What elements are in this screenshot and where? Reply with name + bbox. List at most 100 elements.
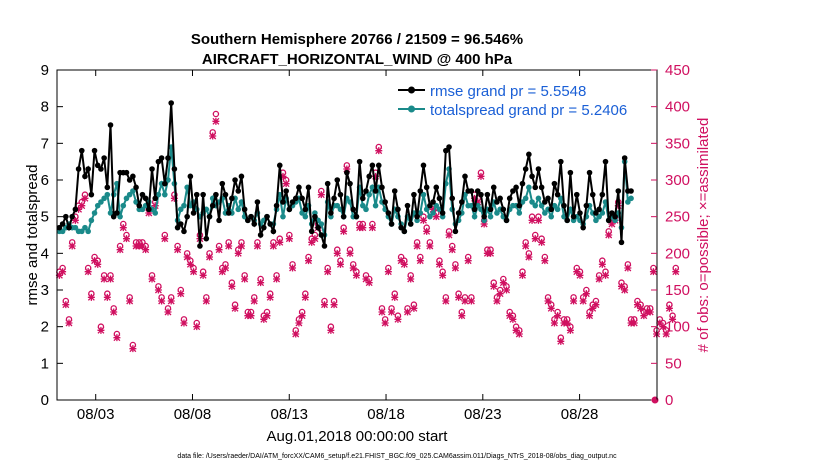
spread-point: [433, 202, 440, 209]
obs-assimilated-marker: [582, 290, 590, 298]
rmse-point: [414, 213, 420, 220]
obs-assimilated-marker: [506, 312, 514, 320]
rmse-point: [321, 243, 328, 249]
obs-possible-marker: [212, 110, 220, 118]
rmse-point: [487, 206, 494, 213]
obs-assimilated-marker: [563, 319, 571, 327]
rmse-point: [238, 173, 245, 180]
spread-point: [82, 224, 88, 231]
rmse-point: [609, 210, 615, 216]
obs-assimilated-marker: [467, 297, 475, 305]
obs-assimilated-marker: [419, 216, 427, 224]
obs-assimilated-marker: [206, 253, 214, 261]
obs-assimilated-marker: [522, 242, 530, 250]
obs-assimilated-marker: [212, 117, 220, 125]
rmse-point: [593, 210, 599, 216]
rmse-point: [522, 166, 529, 172]
rmse-point: [532, 184, 539, 191]
spread-point: [423, 206, 430, 213]
rmse-point: [628, 188, 634, 194]
obs-assimilated-marker: [646, 308, 654, 316]
right-tick-label: 100: [665, 319, 690, 336]
obs-assimilated-marker: [423, 227, 431, 235]
spread-point: [554, 206, 561, 213]
spread-point: [548, 213, 555, 220]
rmse-point: [558, 158, 564, 165]
spread-point: [91, 210, 98, 216]
obs-assimilated-marker: [349, 264, 357, 272]
rmse-point: [75, 166, 82, 172]
spread-point: [85, 228, 91, 235]
spread-point: [155, 191, 162, 198]
rmse-point: [286, 206, 293, 213]
obs-assimilated-marker: [439, 271, 447, 279]
x-tick-label: 08/08: [174, 406, 212, 423]
rmse-point: [232, 177, 238, 183]
rmse-point: [264, 213, 270, 220]
rmse-point: [114, 210, 120, 216]
rmse-point: [257, 232, 264, 238]
obs-assimilated-marker: [372, 172, 380, 180]
obs-assimilated-marker: [285, 235, 293, 243]
rmse-point: [328, 210, 334, 216]
obs-assimilated-marker: [496, 290, 504, 298]
obs-assimilated-marker: [534, 216, 542, 224]
rmse-point: [407, 221, 414, 227]
rmse-point: [177, 221, 184, 227]
spread-point: [104, 191, 111, 198]
obs-assimilated-marker: [260, 315, 268, 323]
spread-point: [130, 188, 136, 194]
rmse-point: [561, 202, 567, 209]
spread-point: [318, 221, 325, 227]
spread-point: [101, 195, 107, 202]
obs-assimilated-marker: [518, 271, 526, 279]
obs-assimilated-marker: [397, 257, 405, 265]
obs-assimilated-marker: [336, 260, 344, 268]
rmse-point: [296, 184, 302, 191]
right-tick-label: 450: [665, 62, 690, 79]
obs-assimilated-marker: [429, 205, 437, 213]
obs-assimilated-marker: [138, 242, 146, 250]
rmse-point: [324, 180, 331, 187]
rmse-point: [366, 173, 372, 180]
spread-point: [139, 206, 146, 213]
spread-point: [98, 199, 104, 205]
obs-assimilated-marker: [362, 275, 370, 283]
obs-assimilated-marker: [78, 202, 86, 210]
obs-assimilated-marker: [388, 308, 396, 316]
rmse-point: [331, 195, 337, 202]
rmse-point: [184, 213, 190, 220]
rmse-point: [554, 191, 561, 198]
rmse-point: [225, 210, 232, 216]
obs-assimilated-marker: [183, 253, 191, 261]
rmse-point: [235, 188, 242, 194]
obs-assimilated-marker: [538, 238, 546, 246]
obs-assimilated-marker: [164, 308, 172, 316]
spread-point: [235, 206, 242, 213]
rmse-point: [318, 232, 325, 238]
spread-point: [417, 210, 424, 216]
rmse-point: [162, 180, 168, 187]
obs-assimilated-marker: [493, 297, 501, 305]
obs-assimilated-marker: [186, 260, 194, 268]
right-tick-label: 200: [665, 245, 690, 262]
rmse-point: [404, 202, 411, 209]
spread-point: [366, 191, 372, 198]
rmse-point: [63, 213, 69, 220]
rmse-point: [267, 221, 273, 227]
rmse-point: [334, 177, 341, 183]
obs-assimilated-marker: [487, 249, 495, 257]
obs-assimilated-marker: [550, 319, 558, 327]
obs-assimilated-marker: [391, 293, 399, 301]
rmse-point: [385, 210, 392, 216]
spread-point: [516, 210, 523, 216]
rmse-point: [66, 224, 72, 231]
rmse-point: [174, 224, 181, 231]
obs-assimilated-marker: [161, 235, 169, 243]
obs-assimilated-marker: [566, 326, 574, 334]
obs-assimilated-marker: [126, 297, 134, 305]
rmse-point: [446, 144, 452, 150]
left-tick-label: 6: [41, 172, 49, 189]
obs-assimilated-marker: [471, 194, 479, 202]
